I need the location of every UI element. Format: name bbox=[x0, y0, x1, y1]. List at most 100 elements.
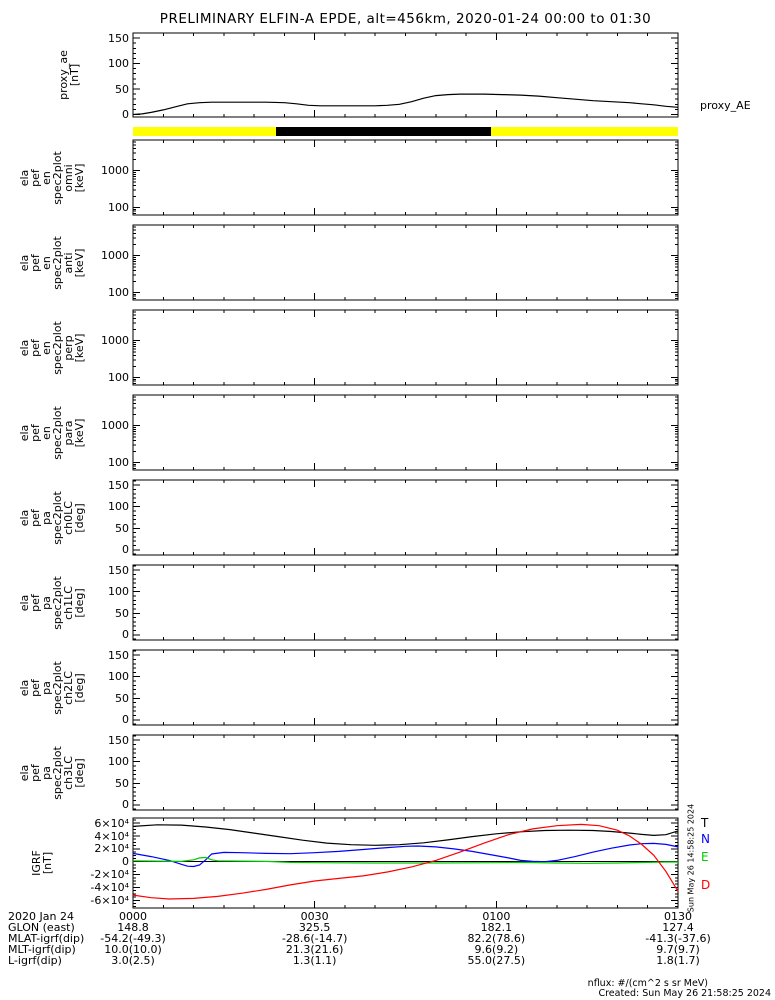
var-value-r2-c1: -54.2(-49.3) bbox=[100, 932, 166, 945]
var-value-r2-c3: 82.2(78.6) bbox=[467, 932, 526, 945]
var-value-r2-c2: -28.6(-14.7) bbox=[281, 932, 348, 945]
ytick-label-ela_pef_pa_spec2plot_ch0LC-50: 50 bbox=[115, 521, 129, 535]
footer-created: Created: Sun May 26 21:58:25 2024 bbox=[598, 988, 771, 999]
panel-frame-ela_pef_en_spec2plot_perp bbox=[132, 309, 679, 386]
ytick-label-ela_pef_pa_spec2plot_ch2LC-100: 100 bbox=[108, 670, 129, 684]
side-timestamp: Sun May 26 14:58:25 2024 bbox=[686, 803, 696, 913]
time-tick-label-0030: 0030 bbox=[300, 910, 329, 923]
ytick-label-ela_pef_en_spec2plot_perp-1000: 1000 bbox=[101, 334, 129, 348]
panel-ylabel-proxy_ae: proxy_ae [nT] bbox=[57, 50, 81, 100]
legend-entry-D: D bbox=[701, 878, 711, 892]
ytick-label-ela_pef_pa_spec2plot_ch2LC-150: 150 bbox=[108, 648, 129, 662]
panel-frame-ela_pef_en_spec2plot_anti bbox=[132, 224, 679, 301]
panel-ticks-igrf bbox=[132, 818, 679, 908]
panel-ylabel-ela_pef_en_spec2plot_perp: ela pef en spec2plot perp [keV] bbox=[18, 320, 86, 375]
ytick-label-igrf--4×10⁴: -4×10⁴ bbox=[90, 880, 129, 894]
orbit-bar-segment-1 bbox=[276, 127, 491, 136]
var-value-r3-c2: 21.3(21.6) bbox=[285, 943, 344, 956]
ytick-label-ela_pef_pa_spec2plot_ch0LC-0: 0 bbox=[122, 543, 129, 557]
var-value-r2-c4: -41.3(-37.6) bbox=[645, 932, 711, 945]
ytick-label-ela_pef_en_spec2plot_omni-1000: 1000 bbox=[101, 164, 129, 178]
series-igrf-N bbox=[132, 842, 679, 868]
ytick-label-ela_pef_pa_spec2plot_ch3LC-150: 150 bbox=[108, 733, 129, 747]
panel-ylabel-ela_pef_pa_spec2plot_ch2LC: ela pef pa spec2plot ch2LC [deg] bbox=[18, 660, 86, 715]
var-value-r3-c4: 9.7(9.7) bbox=[656, 943, 700, 956]
var-value-r1-c1: 148.8 bbox=[117, 921, 149, 934]
ytick-label-ela_pef_en_spec2plot_perp-100: 100 bbox=[108, 371, 129, 385]
ytick-label-ela_pef_en_spec2plot_anti-100: 100 bbox=[108, 286, 129, 300]
ytick-label-ela_pef_en_spec2plot_anti-1000: 1000 bbox=[101, 249, 129, 263]
ytick-label-ela_pef_pa_spec2plot_ch1LC-0: 0 bbox=[122, 628, 129, 642]
panel-ylabel-ela_pef_pa_spec2plot_ch1LC: ela pef pa spec2plot ch1LC [deg] bbox=[18, 575, 86, 630]
panel-ticks-ela_pef_pa_spec2plot_ch3LC bbox=[132, 735, 679, 810]
var-value-r1-c4: 127.4 bbox=[662, 921, 694, 934]
ytick-label-ela_pef_en_spec2plot_para-1000: 1000 bbox=[101, 419, 129, 433]
time-axis-date-label: 2020 Jan 24 bbox=[8, 910, 74, 923]
ytick-label-ela_pef_pa_spec2plot_ch1LC-50: 50 bbox=[115, 606, 129, 620]
panel-frame-ela_pef_pa_spec2plot_ch3LC bbox=[132, 734, 679, 811]
var-row-label-2: MLAT-igrf(dip) bbox=[8, 932, 85, 945]
ytick-label-ela_pef_pa_spec2plot_ch1LC-100: 100 bbox=[108, 585, 129, 599]
var-value-r3-c1: 10.0(10.0) bbox=[104, 943, 162, 956]
panel-frame-proxy_ae bbox=[132, 32, 679, 118]
series-igrf-D bbox=[132, 823, 679, 900]
time-tick-label-0130: 0130 bbox=[664, 910, 692, 923]
var-value-r1-c2: 325.5 bbox=[298, 921, 331, 934]
ytick-label-igrf-0: 0 bbox=[122, 855, 129, 869]
panel-ticks-ela_pef_en_spec2plot_perp bbox=[132, 310, 679, 385]
panel-frame-ela_pef_pa_spec2plot_ch1LC bbox=[132, 564, 679, 641]
var-value-r4-c3: 55.0(27.5) bbox=[467, 954, 526, 967]
panel-frame-ela_pef_pa_spec2plot_ch0LC bbox=[132, 479, 679, 556]
panel-ylabel-igrf: IGRF [nT] bbox=[30, 850, 54, 876]
var-value-r4-c1: 3.0(2.5) bbox=[111, 954, 155, 967]
panel-ylabel-ela_pef_en_spec2plot_anti: ela pef en spec2plot anti [keV] bbox=[18, 235, 86, 290]
panel-ticks-ela_pef_en_spec2plot_anti bbox=[132, 225, 679, 300]
ytick-label-ela_pef_en_spec2plot_para-100: 100 bbox=[108, 456, 129, 470]
ytick-label-proxy_ae-150: 150 bbox=[108, 31, 129, 45]
ytick-label-ela_pef_pa_spec2plot_ch1LC-150: 150 bbox=[108, 563, 129, 577]
ytick-label-igrf-2×10⁴: 2×10⁴ bbox=[94, 842, 129, 856]
ytick-label-ela_pef_pa_spec2plot_ch3LC-50: 50 bbox=[115, 776, 129, 790]
ytick-label-ela_pef_pa_spec2plot_ch2LC-50: 50 bbox=[115, 691, 129, 705]
legend-entry-N: N bbox=[701, 832, 710, 846]
series-igrf-T bbox=[132, 824, 679, 846]
panel-ticks-ela_pef_pa_spec2plot_ch0LC bbox=[132, 480, 679, 555]
ytick-label-ela_pef_pa_spec2plot_ch2LC-0: 0 bbox=[122, 713, 129, 727]
panel-ylabel-ela_pef_en_spec2plot_omni: ela pef en spec2plot omni [keV] bbox=[18, 150, 86, 205]
orbit-bar-segment-0 bbox=[133, 127, 277, 136]
time-tick-label-0000: 0000 bbox=[119, 910, 147, 923]
ytick-label-igrf-4×10⁴: 4×10⁴ bbox=[94, 829, 129, 843]
var-value-r3-c3: 9.6(9.2) bbox=[474, 943, 519, 956]
var-value-r4-c2: 1.3(1.1) bbox=[292, 954, 337, 967]
var-row-label-4: L-igrf(dip) bbox=[8, 954, 62, 967]
ytick-label-proxy_ae-50: 50 bbox=[115, 82, 129, 96]
ytick-label-ela_pef_pa_spec2plot_ch0LC-150: 150 bbox=[108, 478, 129, 492]
panel-ticks-ela_pef_en_spec2plot_para bbox=[132, 395, 679, 470]
panel-ticks-proxy_ae bbox=[132, 33, 679, 117]
ytick-label-igrf--2×10⁴: -2×10⁴ bbox=[90, 868, 129, 882]
plot-title: PRELIMINARY ELFIN-A EPDE, alt=456km, 202… bbox=[159, 11, 652, 27]
panel-ylabel-ela_pef_pa_spec2plot_ch0LC: ela pef pa spec2plot ch0LC [deg] bbox=[18, 490, 86, 545]
series-proxy_ae-proxy_AE bbox=[132, 93, 679, 116]
panel-ylabel-ela_pef_en_spec2plot_para: ela pef en spec2plot para [keV] bbox=[18, 405, 86, 460]
var-value-r1-c3: 182.1 bbox=[480, 921, 513, 934]
ytick-label-ela_pef_pa_spec2plot_ch3LC-0: 0 bbox=[122, 798, 129, 812]
var-row-label-1: GLON (east) bbox=[8, 921, 75, 934]
ytick-label-proxy_ae-0: 0 bbox=[122, 107, 129, 121]
panel-frame-ela_pef_en_spec2plot_omni bbox=[132, 139, 679, 216]
var-value-r4-c4: 1.8(1.7) bbox=[656, 954, 700, 967]
ytick-label-igrf-6×10⁴: 6×10⁴ bbox=[94, 816, 129, 830]
time-tick-label-0100: 0100 bbox=[482, 910, 511, 923]
ytick-label-ela_pef_en_spec2plot_omni-100: 100 bbox=[108, 201, 129, 215]
panel-frame-ela_pef_en_spec2plot_para bbox=[132, 394, 679, 471]
panel-ylabel-ela_pef_pa_spec2plot_ch3LC: ela pef pa spec2plot ch3LC [deg] bbox=[18, 745, 86, 800]
ytick-label-ela_pef_pa_spec2plot_ch3LC-100: 100 bbox=[108, 755, 129, 769]
ytick-label-igrf--6×10⁴: -6×10⁴ bbox=[90, 893, 129, 907]
orbit-bar-segment-2 bbox=[490, 127, 678, 136]
var-row-label-3: MLT-igrf(dip) bbox=[8, 943, 76, 956]
ytick-label-ela_pef_pa_spec2plot_ch0LC-100: 100 bbox=[108, 500, 129, 514]
legend-entry-E: E bbox=[701, 850, 709, 864]
proxy-ae-right-label: proxy_AE bbox=[700, 99, 751, 112]
panel-ticks-ela_pef_en_spec2plot_omni bbox=[132, 140, 679, 215]
